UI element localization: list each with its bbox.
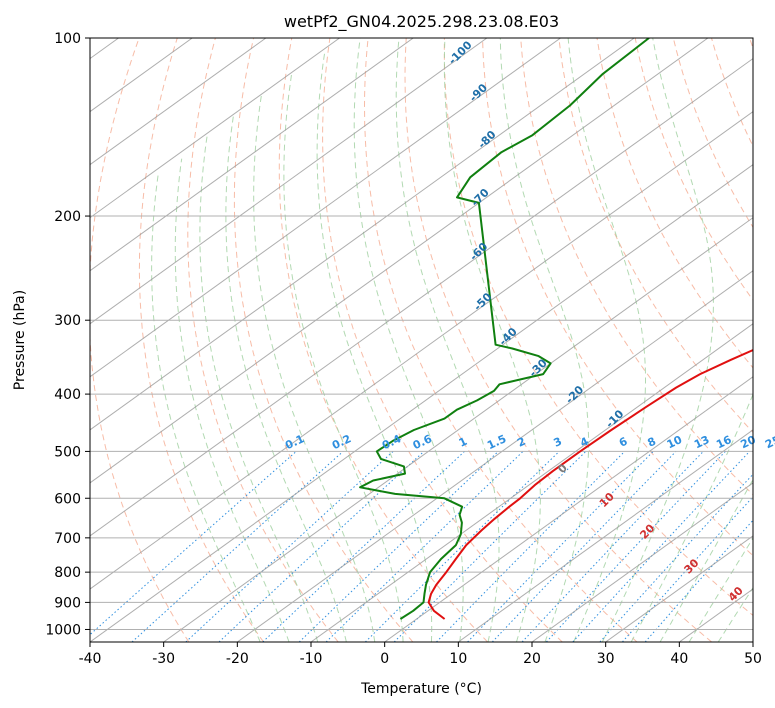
isotherm-line [531, 482, 753, 642]
x-tick-label: -40 [79, 651, 102, 667]
plot-background [90, 38, 753, 642]
moist-adiabat-line [225, 115, 347, 642]
isotherm-line [605, 535, 753, 642]
dry-adiabat-line [278, 38, 488, 642]
mixing-ratio-line [364, 451, 560, 642]
dewpoint-profile-line [359, 38, 650, 620]
mixing-ratio-label: 10 [665, 433, 685, 451]
x-tick-label: 50 [744, 651, 762, 667]
isotherm-line [90, 57, 753, 537]
dry-adiabat-line [558, 38, 753, 434]
isotherm-line [90, 38, 709, 484]
x-tick-label: 40 [670, 651, 688, 667]
mixing-ratio-line [262, 451, 465, 642]
mixing-ratio-line [467, 451, 654, 642]
mixing-ratio-line [185, 451, 394, 642]
moist-adiabat-line [353, 38, 464, 642]
x-tick-label: -20 [226, 651, 249, 667]
mixing-ratio-line [218, 451, 425, 642]
mixing-ratio-line [90, 451, 297, 636]
y-tick-label: 900 [54, 595, 81, 611]
mixing-ratio-label: 16 [714, 433, 734, 451]
x-tick-label: 20 [523, 651, 541, 667]
isotherm-line [90, 38, 340, 219]
y-tick-label: 500 [54, 444, 81, 460]
x-axis-label: Temperature (°C) [360, 681, 482, 697]
dry-adiabat-line [443, 38, 753, 617]
isotherm-line [90, 38, 267, 166]
moist-adiabat-line [253, 95, 376, 642]
plot-frame [89, 37, 754, 643]
mixing-ratio-line [436, 451, 626, 642]
x-tick-label: 0 [380, 651, 389, 667]
isotherm-line [752, 641, 753, 642]
x-tick-label: 30 [597, 651, 615, 667]
y-tick-label: 200 [54, 209, 81, 225]
temperature-profile-line [427, 348, 753, 620]
mixing-ratio-line [491, 451, 677, 642]
moist-adiabat-line [601, 38, 714, 642]
y-tick-label: 800 [54, 565, 81, 581]
dry-adiabat-line [90, 38, 190, 642]
dry-adiabat-line [138, 38, 264, 642]
isotherm-line [90, 164, 753, 642]
mixing-ratio-line [599, 473, 753, 642]
x-tick-label: -30 [152, 651, 175, 667]
isotherm-line [90, 38, 561, 378]
chart-title: wetPf2_GN04.2025.298.23.08.E03 [284, 12, 559, 32]
mixing-ratio-label: 13 [692, 433, 711, 451]
y-tick-label: 300 [54, 313, 81, 329]
isotherm-line [237, 270, 753, 642]
isotherm-line [90, 38, 414, 272]
isotherm-line [310, 323, 753, 642]
mixing-ratio-line [298, 451, 499, 642]
moist-adiabat-line [283, 73, 404, 642]
moist-adiabat-line [316, 50, 433, 642]
y-tick-label: 100 [54, 31, 81, 47]
y-axis-label: Pressure (hPa) [12, 290, 28, 390]
isotherm-line [90, 110, 753, 590]
y-tick-label: 600 [54, 491, 81, 507]
moist-adiabat-line [499, 38, 590, 642]
isotherm-line [90, 38, 488, 325]
moist-adiabat-line [151, 174, 261, 642]
mixing-ratio-line [622, 496, 753, 642]
moist-adiabat-line [443, 38, 541, 642]
moist-adiabat-line [395, 38, 500, 642]
mixing-ratio-line [131, 451, 344, 642]
x-tick-label: 10 [449, 651, 467, 667]
dry-adiabat-line [322, 38, 563, 642]
dry-adiabat-line [233, 38, 414, 642]
isotherm-line [458, 429, 753, 642]
x-tick-label: -10 [300, 651, 323, 667]
y-tick-label: 400 [54, 387, 81, 403]
isotherm-line [90, 38, 635, 431]
isotherm-line [384, 376, 753, 642]
mixing-ratio-line [572, 451, 750, 642]
mixing-ratio-line [521, 451, 704, 642]
moist-adiabat-line [630, 393, 753, 642]
isotherm-line [163, 217, 753, 642]
y-tick-label: 1000 [45, 622, 81, 638]
y-tick-label: 700 [54, 531, 81, 547]
mixing-ratio-label: 25 [763, 433, 775, 451]
